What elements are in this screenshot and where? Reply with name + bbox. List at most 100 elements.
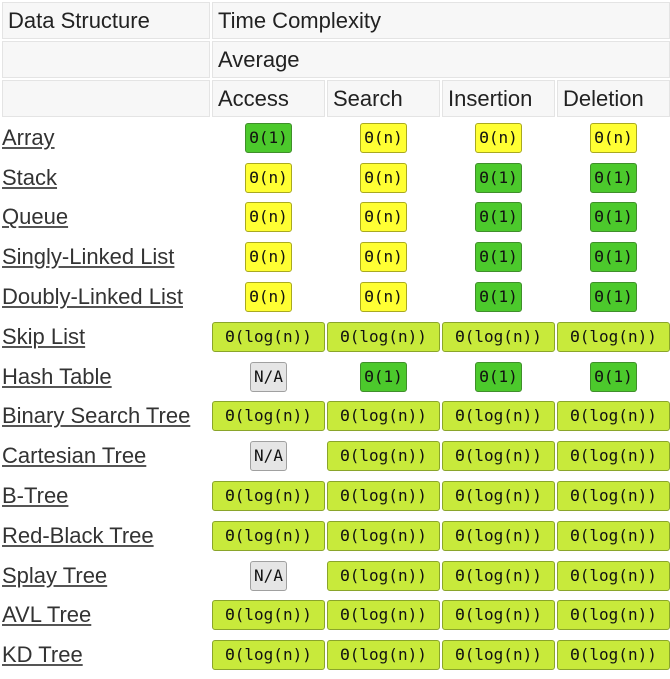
- complexity-badge: Θ(1): [245, 122, 292, 153]
- complexity-badge: Θ(1): [475, 361, 522, 392]
- complexity-badge: Θ(log(n)): [557, 441, 670, 472]
- table-row: Doubly-Linked List Θ(n) Θ(n) Θ(1) Θ(1): [2, 278, 670, 316]
- insertion-cell: Θ(1): [442, 199, 555, 237]
- data-structure-link[interactable]: Queue: [2, 204, 69, 230]
- table-row: AVL Tree Θ(log(n)) Θ(log(n)) Θ(log(n)) Θ(log…: [2, 597, 670, 635]
- data-structure-link[interactable]: Splay Tree: [2, 562, 108, 588]
- row-name-cell: Splay Tree: [2, 557, 210, 595]
- data-structure-link[interactable]: Doubly-Linked List: [2, 284, 183, 310]
- table-body: Array Θ(1) Θ(n) Θ(n) Θ(n) Stack Θ(n) Θ(n) Θ(1) Θ(…: [2, 119, 670, 674]
- complexity-badge: Θ(log(n)): [442, 441, 555, 472]
- data-structure-link[interactable]: Red-Black Tree: [2, 522, 154, 548]
- search-cell: Θ(n): [327, 159, 440, 197]
- complexity-badge: Θ(log(n)): [327, 401, 440, 432]
- table-row: KD Tree Θ(log(n)) Θ(log(n)) Θ(log(n)) Θ(log(…: [2, 636, 670, 674]
- complexity-badge: N/A: [250, 560, 287, 591]
- search-cell: Θ(log(n)): [327, 437, 440, 475]
- complexity-badge: Θ(n): [245, 282, 292, 313]
- complexity-badge: Θ(log(n)): [212, 640, 325, 671]
- insertion-cell: Θ(log(n)): [442, 636, 555, 674]
- insertion-cell: Θ(log(n)): [442, 517, 555, 555]
- search-cell: Θ(log(n)): [327, 477, 440, 515]
- data-structure-link[interactable]: Array: [2, 124, 55, 150]
- complexity-badge: Θ(n): [360, 242, 407, 273]
- complexity-badge: Θ(1): [590, 361, 637, 392]
- complexity-badge: Θ(n): [360, 122, 407, 153]
- search-cell: Θ(log(n)): [327, 318, 440, 356]
- complexity-badge: Θ(n): [360, 202, 407, 233]
- data-structure-header: Data Structure: [2, 2, 210, 39]
- data-structure-link[interactable]: Hash Table: [2, 363, 112, 389]
- data-structure-link[interactable]: B-Tree: [2, 483, 69, 509]
- table-row: Skip List Θ(log(n)) Θ(log(n)) Θ(log(n)) Θ(lo…: [2, 318, 670, 356]
- access-cell: Θ(log(n)): [212, 318, 325, 356]
- insertion-cell: Θ(log(n)): [442, 597, 555, 635]
- table-row: Stack Θ(n) Θ(n) Θ(1) Θ(1): [2, 159, 670, 197]
- insertion-cell: Θ(1): [442, 159, 555, 197]
- column-header-search: Search: [327, 80, 440, 117]
- data-structure-link[interactable]: Skip List: [2, 323, 86, 349]
- column-header-deletion: Deletion: [557, 80, 670, 117]
- table-row: Binary Search Tree Θ(log(n)) Θ(log(n)) Θ(lo…: [2, 398, 670, 436]
- deletion-cell: Θ(log(n)): [557, 318, 670, 356]
- data-structure-link[interactable]: Singly-Linked List: [2, 244, 175, 270]
- complexity-badge: Θ(log(n)): [442, 640, 555, 671]
- deletion-cell: Θ(1): [557, 238, 670, 276]
- row-name-cell: AVL Tree: [2, 597, 210, 635]
- data-structure-link[interactable]: KD Tree: [2, 642, 83, 668]
- complexity-badge: Θ(1): [475, 282, 522, 313]
- access-cell: N/A: [212, 358, 325, 396]
- row-name-cell: Skip List: [2, 318, 210, 356]
- complexity-badge: Θ(1): [590, 282, 637, 313]
- complexity-badge: Θ(log(n)): [212, 401, 325, 432]
- access-cell: Θ(log(n)): [212, 517, 325, 555]
- deletion-cell: Θ(log(n)): [557, 437, 670, 475]
- insertion-cell: Θ(log(n)): [442, 477, 555, 515]
- complexity-badge: Θ(1): [475, 202, 522, 233]
- search-cell: Θ(log(n)): [327, 517, 440, 555]
- complexity-badge: Θ(log(n)): [442, 321, 555, 352]
- data-structure-link[interactable]: Binary Search Tree: [2, 403, 191, 429]
- time-complexity-header: Time Complexity: [212, 2, 670, 39]
- column-header-access: Access: [212, 80, 325, 117]
- complexity-badge: Θ(1): [360, 361, 407, 392]
- complexity-badge: Θ(log(n)): [212, 520, 325, 551]
- access-cell: Θ(n): [212, 159, 325, 197]
- insertion-cell: Θ(1): [442, 358, 555, 396]
- access-cell: Θ(n): [212, 238, 325, 276]
- row-name-cell: Cartesian Tree: [2, 437, 210, 475]
- search-cell: Θ(n): [327, 119, 440, 157]
- insertion-cell: Θ(log(n)): [442, 557, 555, 595]
- deletion-cell: Θ(log(n)): [557, 597, 670, 635]
- table-row: Singly-Linked List Θ(n) Θ(n) Θ(1) Θ(1): [2, 238, 670, 276]
- row-name-cell: KD Tree: [2, 636, 210, 674]
- insertion-cell: Θ(1): [442, 238, 555, 276]
- search-cell: Θ(log(n)): [327, 557, 440, 595]
- table-row: Queue Θ(n) Θ(n) Θ(1) Θ(1): [2, 199, 670, 237]
- complexity-badge: Θ(log(n)): [327, 481, 440, 512]
- access-cell: Θ(log(n)): [212, 597, 325, 635]
- deletion-cell: Θ(log(n)): [557, 636, 670, 674]
- complexity-badge: Θ(log(n)): [557, 600, 670, 631]
- table-row: Hash Table N/A Θ(1) Θ(1) Θ(1): [2, 358, 670, 396]
- complexity-badge: Θ(log(n)): [212, 321, 325, 352]
- complexity-badge: Θ(log(n)): [212, 600, 325, 631]
- deletion-cell: Θ(log(n)): [557, 477, 670, 515]
- access-cell: Θ(1): [212, 119, 325, 157]
- row-name-cell: B-Tree: [2, 477, 210, 515]
- complexity-badge: Θ(log(n)): [557, 640, 670, 671]
- search-cell: Θ(1): [327, 358, 440, 396]
- data-structure-link[interactable]: Stack: [2, 164, 58, 190]
- access-cell: Θ(n): [212, 199, 325, 237]
- table-row: Red-Black Tree Θ(log(n)) Θ(log(n)) Θ(log(n)…: [2, 517, 670, 555]
- header-row-top: Data Structure Time Complexity: [2, 2, 670, 39]
- complexity-badge: Θ(log(n)): [557, 401, 670, 432]
- deletion-cell: Θ(1): [557, 358, 670, 396]
- data-structure-link[interactable]: Cartesian Tree: [2, 443, 147, 469]
- complexity-badge: Θ(n): [245, 242, 292, 273]
- data-structure-link[interactable]: AVL Tree: [2, 602, 92, 628]
- complexity-badge: Θ(1): [475, 242, 522, 273]
- insertion-cell: Θ(1): [442, 278, 555, 316]
- search-cell: Θ(n): [327, 278, 440, 316]
